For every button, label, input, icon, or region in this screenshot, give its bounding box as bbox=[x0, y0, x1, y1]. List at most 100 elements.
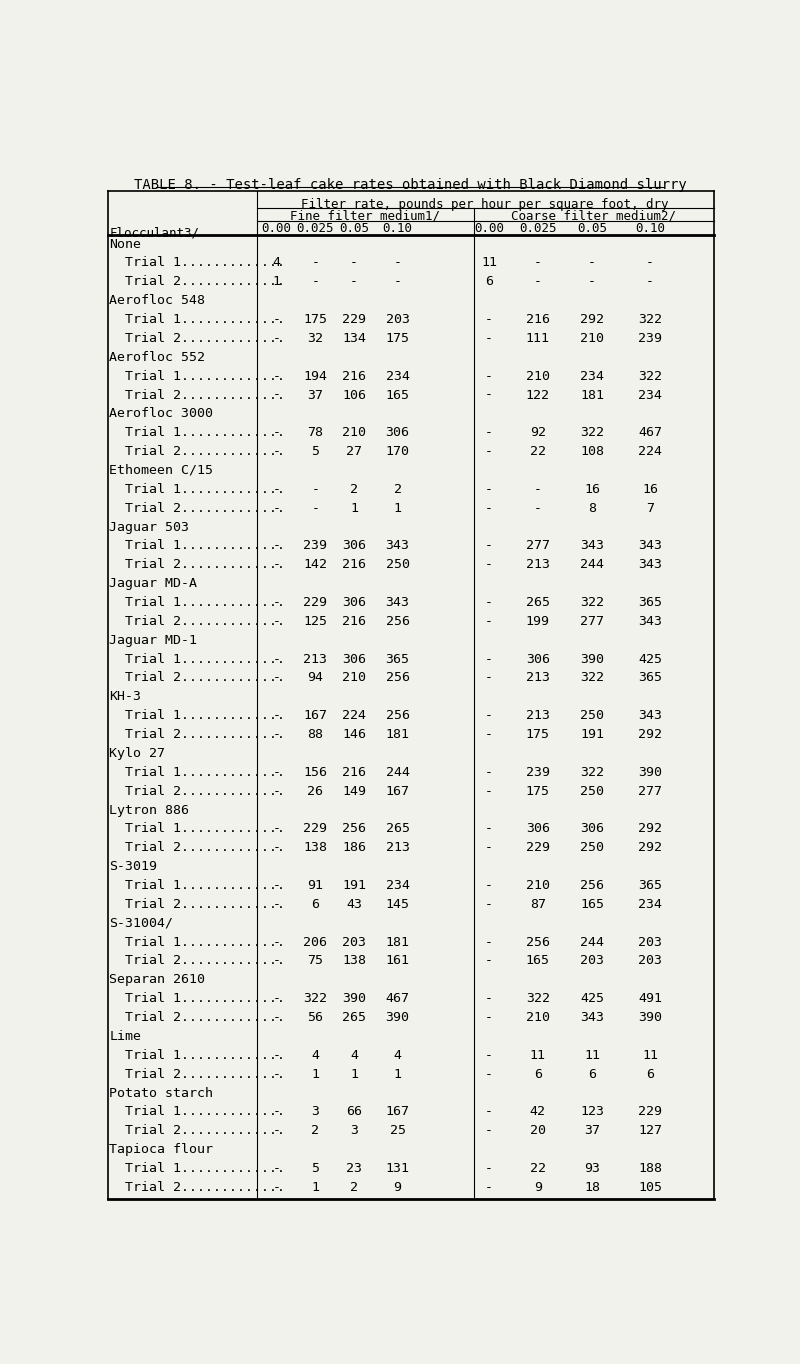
Text: 229: 229 bbox=[526, 842, 550, 854]
Text: -: - bbox=[273, 483, 281, 496]
Text: -: - bbox=[485, 671, 493, 685]
Text: 88: 88 bbox=[307, 728, 323, 741]
Text: -: - bbox=[646, 276, 654, 288]
Text: 365: 365 bbox=[638, 596, 662, 610]
Text: Tapioca flour: Tapioca flour bbox=[110, 1143, 214, 1157]
Text: 167: 167 bbox=[386, 784, 410, 798]
Text: 1: 1 bbox=[350, 1068, 358, 1080]
Text: 229: 229 bbox=[342, 314, 366, 326]
Text: 181: 181 bbox=[580, 389, 604, 401]
Text: 156: 156 bbox=[303, 765, 327, 779]
Text: 0.025: 0.025 bbox=[297, 222, 334, 235]
Text: -: - bbox=[485, 1124, 493, 1138]
Text: 306: 306 bbox=[526, 652, 550, 666]
Text: 256: 256 bbox=[386, 709, 410, 722]
Text: 216: 216 bbox=[342, 558, 366, 572]
Text: -: - bbox=[273, 709, 281, 722]
Text: 22: 22 bbox=[530, 445, 546, 458]
Text: 188: 188 bbox=[638, 1162, 662, 1174]
Text: 6: 6 bbox=[311, 898, 319, 911]
Text: -: - bbox=[394, 276, 402, 288]
Text: 122: 122 bbox=[526, 389, 550, 401]
Text: 16: 16 bbox=[642, 483, 658, 496]
Text: 11: 11 bbox=[584, 1049, 600, 1061]
Text: Trial 2.............: Trial 2............. bbox=[110, 615, 286, 627]
Text: 93: 93 bbox=[584, 1162, 600, 1174]
Text: -: - bbox=[534, 483, 542, 496]
Text: -: - bbox=[485, 822, 493, 835]
Text: -: - bbox=[273, 314, 281, 326]
Text: 2: 2 bbox=[311, 1124, 319, 1138]
Text: -: - bbox=[485, 728, 493, 741]
Text: Ethomeen C/15: Ethomeen C/15 bbox=[110, 464, 214, 477]
Text: 229: 229 bbox=[303, 596, 327, 610]
Text: -: - bbox=[534, 256, 542, 270]
Text: Trial 1.............: Trial 1............. bbox=[110, 709, 286, 722]
Text: 250: 250 bbox=[580, 784, 604, 798]
Text: 6: 6 bbox=[485, 276, 493, 288]
Text: 1: 1 bbox=[311, 1068, 319, 1080]
Text: 216: 216 bbox=[526, 314, 550, 326]
Text: Trial 2.............: Trial 2............. bbox=[110, 389, 286, 401]
Text: 149: 149 bbox=[342, 784, 366, 798]
Text: 322: 322 bbox=[526, 992, 550, 1005]
Text: Trial 1.............: Trial 1............. bbox=[110, 1105, 286, 1118]
Text: Lytron 886: Lytron 886 bbox=[110, 803, 190, 817]
Text: 4: 4 bbox=[273, 256, 281, 270]
Text: 292: 292 bbox=[638, 842, 662, 854]
Text: -: - bbox=[273, 878, 281, 892]
Text: 467: 467 bbox=[638, 426, 662, 439]
Text: KH-3: KH-3 bbox=[110, 690, 142, 704]
Text: -: - bbox=[273, 842, 281, 854]
Text: -: - bbox=[485, 936, 493, 948]
Text: Trial 1.............: Trial 1............. bbox=[110, 1049, 286, 1061]
Text: 239: 239 bbox=[638, 331, 662, 345]
Text: 167: 167 bbox=[386, 1105, 410, 1118]
Text: Trial 2.............: Trial 2............. bbox=[110, 1181, 286, 1194]
Text: -: - bbox=[311, 256, 319, 270]
Text: 229: 229 bbox=[303, 822, 327, 835]
Text: Trial 2.............: Trial 2............. bbox=[110, 671, 286, 685]
Text: 306: 306 bbox=[342, 539, 366, 552]
Text: Separan 2610: Separan 2610 bbox=[110, 974, 206, 986]
Text: 322: 322 bbox=[580, 426, 604, 439]
Text: 224: 224 bbox=[342, 709, 366, 722]
Text: Lime: Lime bbox=[110, 1030, 142, 1043]
Text: 194: 194 bbox=[303, 370, 327, 383]
Text: 0.10: 0.10 bbox=[635, 222, 666, 235]
Text: S-3019: S-3019 bbox=[110, 861, 158, 873]
Text: 365: 365 bbox=[638, 671, 662, 685]
Text: 425: 425 bbox=[580, 992, 604, 1005]
Text: 161: 161 bbox=[386, 955, 410, 967]
Text: 92: 92 bbox=[530, 426, 546, 439]
Text: -: - bbox=[273, 596, 281, 610]
Text: 265: 265 bbox=[526, 596, 550, 610]
Text: -: - bbox=[534, 276, 542, 288]
Text: -: - bbox=[273, 539, 281, 552]
Text: Trial 2.............: Trial 2............. bbox=[110, 955, 286, 967]
Text: -: - bbox=[273, 615, 281, 627]
Text: 234: 234 bbox=[638, 898, 662, 911]
Text: 134: 134 bbox=[342, 331, 366, 345]
Text: 4: 4 bbox=[394, 1049, 402, 1061]
Text: 26: 26 bbox=[307, 784, 323, 798]
Text: 213: 213 bbox=[526, 709, 550, 722]
Text: 265: 265 bbox=[386, 822, 410, 835]
Text: 234: 234 bbox=[386, 878, 410, 892]
Text: 343: 343 bbox=[638, 709, 662, 722]
Text: 23: 23 bbox=[346, 1162, 362, 1174]
Text: 322: 322 bbox=[638, 314, 662, 326]
Text: -: - bbox=[534, 502, 542, 514]
Text: 0.05: 0.05 bbox=[577, 222, 607, 235]
Text: 11: 11 bbox=[642, 1049, 658, 1061]
Text: -: - bbox=[273, 445, 281, 458]
Text: Trial 1.............: Trial 1............. bbox=[110, 1162, 286, 1174]
Text: 491: 491 bbox=[638, 992, 662, 1005]
Text: Filter rate, pounds per hour per square foot, dry: Filter rate, pounds per hour per square … bbox=[302, 198, 669, 210]
Text: 292: 292 bbox=[580, 314, 604, 326]
Text: Trial 2.............: Trial 2............. bbox=[110, 502, 286, 514]
Text: -: - bbox=[273, 898, 281, 911]
Text: 213: 213 bbox=[303, 652, 327, 666]
Text: 0.00: 0.00 bbox=[262, 222, 292, 235]
Text: 306: 306 bbox=[342, 596, 366, 610]
